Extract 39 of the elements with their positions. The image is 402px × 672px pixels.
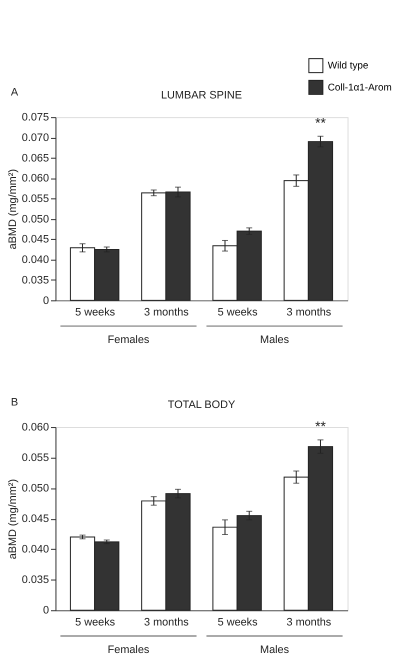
x-tick-label: 3 months (144, 616, 190, 629)
y-tick-label: 0.055 (22, 452, 50, 464)
chart-title: LUMBAR SPINE (161, 89, 242, 102)
text: A (10, 86, 19, 98)
text: B (10, 396, 18, 408)
y-tick-label: 0.035 (22, 274, 50, 286)
text: Males (260, 334, 290, 346)
y-tick-label: 0.065 (22, 152, 50, 164)
x-tick-label: 5 weeks (75, 616, 116, 629)
y-tick-label: 0.045 (22, 513, 50, 526)
y-tick-label: 0.040 (22, 254, 50, 266)
y-tick-label: 0 (42, 604, 50, 617)
legend-label: Wild type (328, 60, 369, 72)
annotation: ** (315, 418, 326, 434)
x-tick-label: 3 months (286, 616, 332, 629)
x-tick-label: 3 months (144, 306, 190, 319)
y-tick-label: 0.040 (22, 544, 50, 556)
y-tick-label: 0.050 (22, 213, 50, 226)
text: Females (108, 644, 150, 656)
x-tick-label: 5 weeks (218, 306, 258, 319)
chart-title: TOTAL BODY (168, 399, 236, 412)
y-tick-label: 0.075 (22, 112, 50, 124)
x-tick-label: 5 weeks (218, 616, 258, 629)
annotation: ** (315, 114, 326, 130)
y-axis-title: aBMD (mg/mm²) (6, 478, 19, 560)
legend-label: Coll-1α1-Arom (328, 82, 392, 94)
y-tick-label: 0.045 (22, 234, 50, 246)
y-tick-label: 0.050 (22, 482, 50, 495)
x-tick-label: 3 months (286, 306, 332, 319)
x-tick-label: 5 weeks (75, 306, 116, 319)
y-tick-label: 0.035 (22, 574, 50, 586)
y-tick-label: 0.060 (22, 172, 50, 185)
y-tick-label: 0.060 (22, 422, 50, 434)
text: Males (260, 644, 290, 656)
y-axis-title: aBMD (mg/mm²) (6, 169, 19, 250)
text: Females (108, 334, 150, 346)
y-tick-label: 0.055 (22, 193, 50, 206)
y-tick-label: 0.070 (22, 132, 50, 144)
y-tick-label: 0 (42, 294, 50, 307)
